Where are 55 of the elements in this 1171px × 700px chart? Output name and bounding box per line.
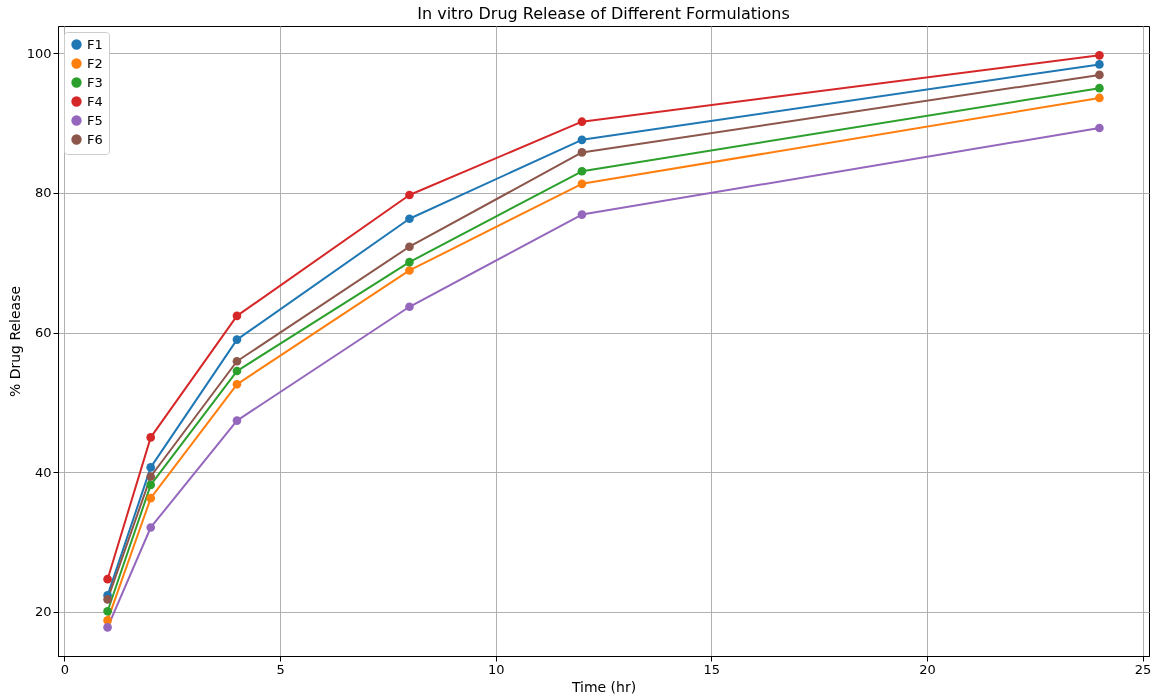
- point: [577, 166, 587, 176]
- point: [146, 463, 156, 472]
- y-tick-label: 40: [34, 464, 52, 480]
- y-tick-label: 20: [34, 604, 52, 620]
- point: [405, 214, 414, 224]
- y-tick-label: 60: [34, 325, 52, 341]
- point: [103, 623, 112, 632]
- legend-label: F5: [87, 112, 103, 128]
- point: [232, 366, 242, 376]
- point: [232, 416, 242, 425]
- point: [146, 523, 156, 532]
- point: [146, 480, 156, 490]
- x-axis-title: Time (hr): [570, 678, 637, 695]
- point: [1095, 123, 1104, 133]
- point: [405, 242, 414, 252]
- x-tick-label: 15: [703, 661, 721, 677]
- x-tick-label: 5: [276, 661, 285, 677]
- legend-label: F2: [87, 55, 103, 71]
- point: [232, 356, 242, 366]
- point: [1095, 93, 1104, 103]
- point: [146, 493, 156, 503]
- point: [146, 472, 156, 481]
- point: [405, 302, 414, 312]
- point: [103, 616, 112, 625]
- point: [1095, 51, 1104, 60]
- point: [405, 266, 414, 275]
- point: [577, 135, 587, 145]
- point: [405, 190, 414, 200]
- point: [146, 433, 156, 442]
- point: [103, 595, 112, 604]
- chart-title: In vitro Drug Release of Different Formulations: [417, 4, 790, 23]
- point: [103, 574, 112, 584]
- legend-label: F3: [87, 74, 103, 90]
- y-tick-label: 80: [34, 185, 52, 201]
- x-tick-label: 10: [487, 661, 505, 677]
- legend-label: F4: [87, 93, 103, 109]
- point: [577, 148, 587, 157]
- point: [103, 606, 112, 616]
- x-tick-label: 0: [60, 661, 70, 677]
- point: [405, 257, 414, 267]
- y-tick-label: 100: [26, 45, 52, 61]
- legend-label: F1: [87, 36, 103, 52]
- point: [577, 179, 587, 189]
- point: [232, 379, 242, 389]
- point: [577, 117, 587, 127]
- x-tick-label: 20: [919, 661, 936, 677]
- point: [1095, 83, 1104, 93]
- point: [232, 311, 242, 321]
- y-axis-title: % Drug Release: [6, 285, 23, 398]
- point: [232, 335, 242, 344]
- point: [577, 210, 587, 219]
- point: [1095, 60, 1104, 69]
- x-tick-label: 25: [1134, 661, 1152, 677]
- legend-label: F6: [87, 131, 103, 147]
- point: [1095, 70, 1104, 80]
